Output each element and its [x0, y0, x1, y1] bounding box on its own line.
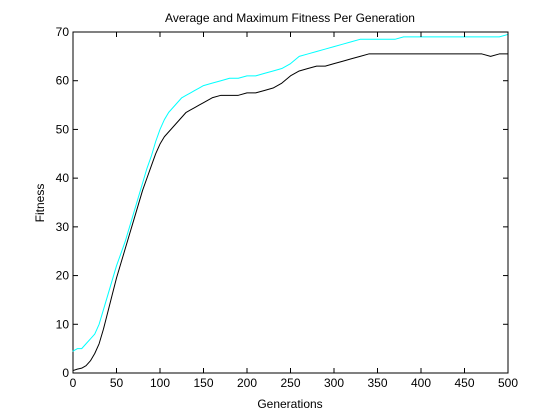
tick-labels-layer: 0 50 100 150 200 250 300 350 400 450 500 0 10 20 30 40 5…: [56, 25, 519, 390]
x-tick-label-6: 250: [280, 376, 300, 390]
x-tick-label-5: 200: [237, 376, 257, 390]
series-line-1: [72, 33, 509, 352]
x-tick-label-10: 450: [454, 376, 474, 390]
x-axis-label: Generations: [257, 397, 322, 411]
y-tick-label-1: 0: [62, 366, 69, 380]
y-tick-label-6: 50: [56, 122, 70, 136]
y-tick-label-5: 40: [56, 171, 70, 185]
x-tick-label-8: 350: [367, 376, 387, 390]
y-tick-label-4: 30: [56, 220, 70, 234]
series-line-2: [72, 53, 509, 372]
x-tick-label-7: 300: [324, 376, 344, 390]
y-tick-label-8: 70: [56, 25, 70, 39]
y-tick-label-2: 10: [56, 317, 70, 331]
y-axis-label: Fitness: [33, 184, 47, 223]
x-tick-label-2: 50: [110, 376, 124, 390]
x-tick-label-1: 0: [70, 376, 77, 390]
y-tick-label-3: 20: [56, 269, 70, 283]
x-tick-label-9: 400: [411, 376, 431, 390]
chart-title: Average and Maximum Fitness Per Generati…: [165, 11, 415, 25]
series-layer: [72, 33, 509, 372]
plot-area: [72, 31, 509, 374]
ticks-layer: [72, 31, 509, 374]
x-tick-label-3: 100: [150, 376, 170, 390]
x-tick-label-11: 500: [498, 376, 518, 390]
y-tick-label-7: 60: [56, 74, 70, 88]
x-tick-label-4: 150: [193, 376, 213, 390]
